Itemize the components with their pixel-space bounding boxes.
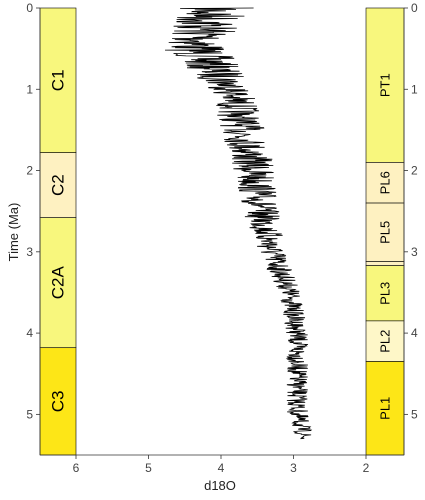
column-unit — [365, 265, 405, 322]
y-tick-label-right: 2 — [411, 164, 418, 178]
column-unit-label: PL1 — [378, 397, 393, 420]
y-tick-label-left: 2 — [26, 164, 33, 178]
x-axis-label: d18O — [204, 478, 236, 493]
column-unit-label: PT1 — [378, 73, 393, 97]
y-tick-label-right: 5 — [411, 407, 418, 421]
column-unit — [365, 361, 405, 456]
x-tick-label: 5 — [145, 461, 152, 475]
y-axis-label: Time (Ma) — [6, 203, 21, 262]
column-unit — [39, 347, 77, 456]
column-unit — [39, 217, 77, 349]
column-unit-label: C2 — [49, 174, 68, 196]
column-unit — [365, 202, 405, 262]
y-tick-label-left: 0 — [26, 1, 33, 15]
y-tick-label-left: 1 — [26, 82, 33, 96]
y-tick-label-right: 3 — [411, 245, 418, 259]
column-unit-label: PL3 — [378, 282, 393, 305]
column-unit-label: PL2 — [378, 330, 393, 353]
column-unit-label: PL6 — [378, 171, 393, 194]
y-tick-label-right: 1 — [411, 82, 418, 96]
column-unit — [365, 320, 405, 362]
column-unit-label: PL5 — [378, 221, 393, 244]
series-line — [164, 7, 313, 440]
column-unit — [39, 7, 77, 153]
x-tick-label: 2 — [363, 461, 370, 475]
column-unit-label: C3 — [49, 390, 68, 412]
column-unit-label: C1 — [49, 69, 68, 91]
y-tick-label-right: 0 — [411, 1, 418, 15]
x-tick-label: 4 — [218, 461, 225, 475]
x-tick-label: 3 — [290, 461, 297, 475]
left-chronostrat-column: C1 C2 C2A C3 — [39, 7, 77, 456]
column-unit — [365, 261, 405, 266]
y-tick-label-left: 4 — [26, 326, 33, 340]
series-layer — [164, 7, 313, 440]
y-tick-label-left: 5 — [26, 407, 33, 421]
column-unit-label: C2A — [49, 266, 68, 300]
x-tick-label: 6 — [73, 461, 80, 475]
axes-layer: 6 5 4 3 2 0 0 1 1 2 2 3 3 4 4 5 5 — [26, 1, 418, 475]
right-chronostrat-column: PT1 PL6 PL5 PL3 PL2 PL1 — [365, 7, 405, 456]
column-unit — [39, 152, 77, 218]
y-tick-label-left: 3 — [26, 245, 33, 259]
y-tick-label-right: 4 — [411, 326, 418, 340]
